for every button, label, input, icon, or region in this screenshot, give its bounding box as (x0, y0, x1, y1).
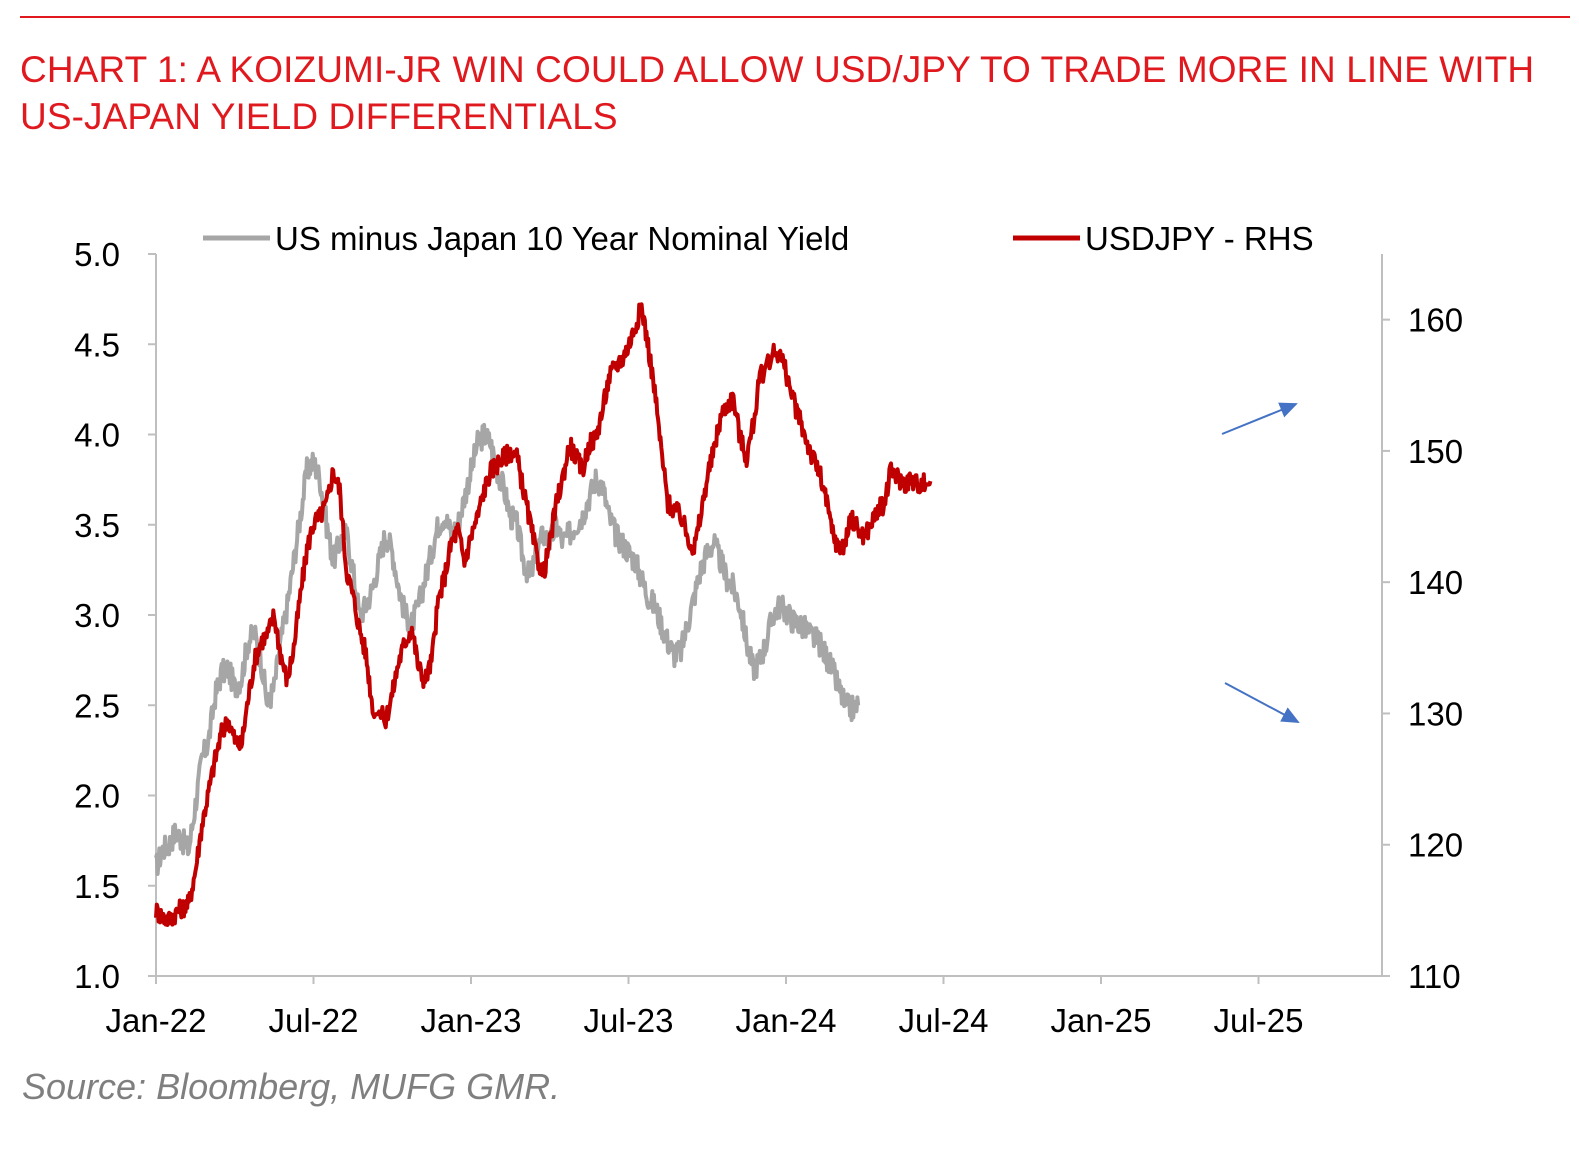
left-tick-label: 4.5 (74, 326, 120, 363)
right-tick-label: 140 (1408, 564, 1463, 601)
yield-differential-line (154, 422, 861, 876)
right-tick-label: 110 (1408, 958, 1461, 995)
usdjpy-line (154, 302, 933, 927)
top-rule (20, 16, 1570, 18)
x-tick-label: Jul-25 (1214, 1002, 1304, 1039)
arrow-up-annotation (1221, 402, 1298, 435)
x-tick-label: Jan-24 (736, 1002, 837, 1039)
left-tick-label: 3.0 (74, 597, 120, 634)
legend-label-yield: US minus Japan 10 Year Nominal Yield (275, 220, 849, 257)
x-tick-label: Jan-25 (1051, 1002, 1152, 1039)
arrow-down-annotation (1224, 682, 1300, 723)
x-tick-label: Jul-22 (269, 1002, 359, 1039)
left-tick-label: 2.5 (74, 687, 120, 724)
right-tick-label: 130 (1408, 695, 1463, 732)
left-tick-label: 1.0 (74, 958, 120, 995)
legend-label-usdjpy: USDJPY - RHS (1085, 220, 1314, 257)
right-tick-label: 120 (1408, 827, 1463, 864)
left-tick-label: 3.5 (74, 507, 120, 544)
left-tick-label: 1.5 (74, 868, 120, 905)
x-tick-label: Jan-22 (106, 1002, 207, 1039)
left-tick-label: 5.0 (74, 236, 120, 273)
chart-title: CHART 1: A KOIZUMI-JR WIN COULD ALLOW US… (20, 49, 1535, 137)
right-tick-label: 150 (1408, 433, 1463, 470)
x-tick-label: Jul-23 (584, 1002, 674, 1039)
right-tick-label: 160 (1408, 302, 1463, 339)
left-tick-label: 2.0 (74, 778, 120, 815)
source-note: Source: Bloomberg, MUFG GMR. (22, 1066, 561, 1107)
x-tick-label: Jan-23 (421, 1002, 522, 1039)
x-tick-label: Jul-24 (899, 1002, 989, 1039)
left-tick-label: 4.0 (74, 417, 120, 454)
